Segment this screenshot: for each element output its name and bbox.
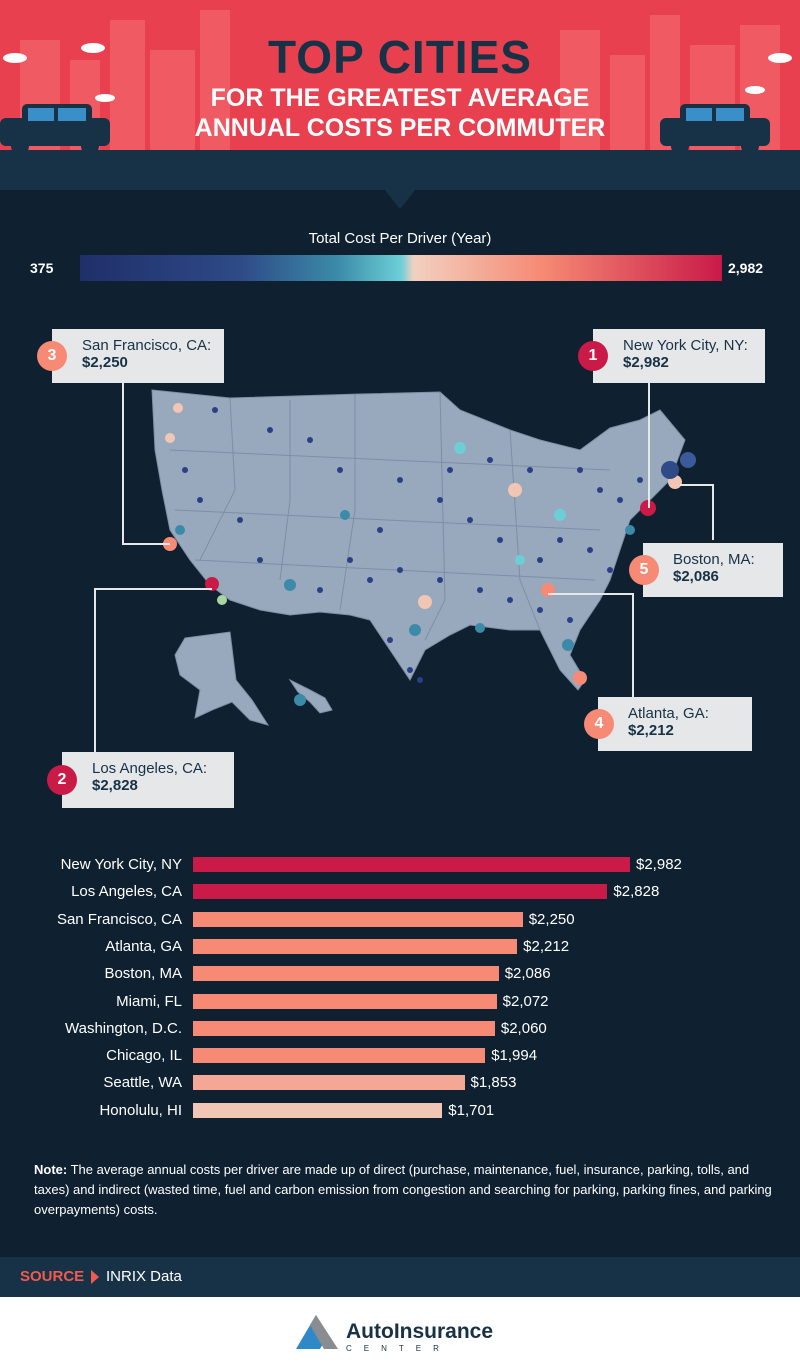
legend-title: Total Cost Per Driver (Year) — [308, 230, 492, 247]
bar — [193, 938, 518, 954]
city-skyline-illustration — [0, 10, 792, 150]
callout-boston: Boston, MA: $2,086 — [643, 543, 783, 597]
bar — [193, 1020, 495, 1036]
bar-category-label: Seattle, WA — [103, 1074, 182, 1092]
callout-line-sf-h — [122, 543, 170, 545]
bar-category-label: Boston, MA — [104, 965, 182, 983]
bar — [193, 966, 499, 982]
bar-value-label: $2,828 — [613, 883, 660, 901]
page-subtitle-line2: ANNUAL COSTS PER COMMUTER — [194, 114, 606, 142]
rank-badge-5: 5 — [629, 555, 659, 585]
bar-category-label: Honolulu, HI — [99, 1101, 182, 1119]
bar-category-label: Atlanta, GA — [105, 937, 182, 955]
bar-value-label: $1,853 — [470, 1074, 517, 1092]
callout-line-atl-h — [548, 593, 634, 595]
bar — [193, 1048, 486, 1064]
callout-line-ny — [648, 383, 650, 508]
bar-value-label: $1,994 — [491, 1047, 538, 1065]
contiguous-us-shape — [151, 389, 686, 691]
callout-line-la-h — [94, 588, 212, 590]
bar-category-label: Chicago, IL — [106, 1047, 182, 1065]
bar-category-label: Los Angeles, CA — [71, 883, 182, 901]
brand-sub: CENTER — [346, 1344, 451, 1353]
source-band — [0, 1257, 800, 1297]
legend-min-label: 375 — [30, 260, 54, 276]
rank-badge-2: 2 — [47, 765, 77, 795]
bar-value-label: $2,982 — [636, 856, 682, 873]
callout-city: Los Angeles, CA: — [92, 760, 208, 777]
bar-value-label: $2,212 — [523, 937, 570, 955]
page-subtitle-line1: FOR THE GREATEST AVERAGE — [210, 84, 590, 112]
rank-badge-3: 3 — [37, 341, 67, 371]
bar-category-label: New York City, NY — [60, 856, 182, 873]
source-arrow-icon — [91, 1270, 99, 1284]
callout-city: Atlanta, GA: — [628, 705, 709, 722]
bar — [193, 1075, 465, 1091]
bar — [193, 1102, 443, 1118]
callout-city: New York City, NY: — [623, 337, 748, 354]
rank-badge-1: 1 — [578, 341, 608, 371]
callout-value: $2,828 — [92, 777, 138, 794]
callout-value: $2,250 — [82, 354, 128, 371]
brand-name: AutoInsurance — [346, 1320, 494, 1343]
note-body: The average annual costs per driver are … — [34, 1162, 772, 1217]
header-pointer-arrow — [384, 189, 416, 209]
callout-value: $2,212 — [628, 722, 674, 739]
page-title: TOP CITIES — [268, 31, 532, 83]
callout-new-york: New York City, NY: $2,982 — [593, 329, 765, 383]
callout-san-francisco: San Francisco, CA: $2,250 — [52, 329, 224, 383]
bar-value-label: $2,086 — [504, 965, 551, 983]
bar-value-label: $2,060 — [500, 1019, 547, 1037]
source-label: SOURCE — [20, 1268, 85, 1285]
color-scale-bar — [80, 255, 722, 281]
bar-value-label: $1,701 — [448, 1101, 495, 1119]
callout-city: San Francisco, CA: — [82, 337, 212, 354]
callout-line-atl — [632, 593, 634, 697]
source-text: INRIX Data — [106, 1268, 182, 1285]
bar-category-label: Miami, FL — [116, 992, 182, 1010]
note-label: Note: — [34, 1162, 68, 1177]
bar — [193, 911, 523, 927]
bar-category-label: San Francisco, CA — [56, 910, 182, 928]
callout-line-boston-h — [680, 484, 714, 486]
us-map — [151, 389, 696, 726]
callout-city: Boston, MA: — [673, 551, 755, 568]
legend-max-label: 2,982 — [728, 260, 764, 276]
header-band — [0, 150, 800, 190]
callout-value: $2,086 — [673, 568, 719, 585]
bar — [193, 884, 608, 900]
callout-line-sf — [122, 383, 124, 545]
bar-value-label: $2,250 — [528, 910, 575, 928]
bar — [193, 857, 630, 872]
callout-line-la — [94, 588, 96, 752]
callout-los-angeles: Los Angeles, CA: $2,828 — [62, 752, 234, 808]
header-banner: TOP CITIES FOR THE GREATEST AVERAGE ANNU… — [0, 0, 800, 190]
callout-line-boston — [712, 484, 714, 540]
rank-badge-4: 4 — [584, 709, 614, 739]
note-text: Note: The average annual costs per drive… — [34, 1160, 774, 1220]
bar-value-label: $2,072 — [502, 992, 549, 1010]
callout-atlanta: Atlanta, GA: $2,212 — [598, 697, 752, 751]
callout-value: $2,982 — [623, 354, 669, 371]
bar-category-label: Washington, D.C. — [65, 1019, 182, 1037]
bar — [193, 993, 497, 1009]
brand-logo-icon — [296, 1315, 338, 1349]
alaska-shape — [174, 631, 270, 726]
footer — [0, 1297, 800, 1365]
